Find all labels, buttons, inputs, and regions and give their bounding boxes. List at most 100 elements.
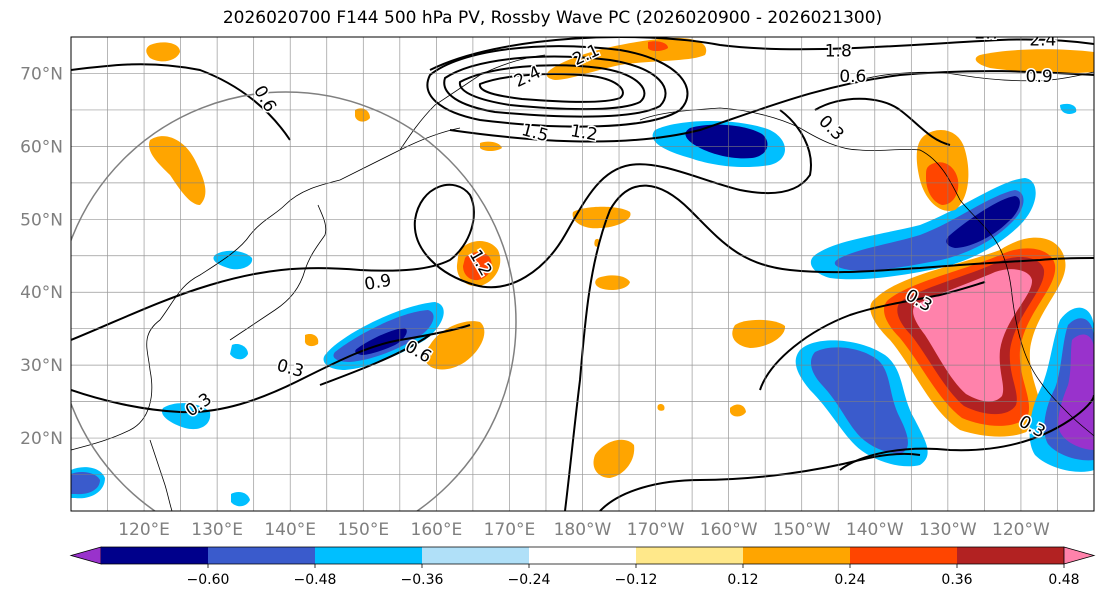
lon-tick-label: 150°W xyxy=(773,520,831,540)
colorbar-segment xyxy=(529,547,637,564)
pv-contour-pacific xyxy=(599,452,921,511)
positive-anomaly-north-pacific-1 xyxy=(572,206,631,229)
lon-tick-label: 180°W xyxy=(554,520,612,540)
positive-anomaly-kuril-red xyxy=(463,252,492,281)
positive-anomaly-alaska-panhandle-red xyxy=(926,162,959,205)
pv-contour-west xyxy=(71,63,291,141)
pv-contour-east xyxy=(759,281,986,391)
chart-title: 2026020700 F144 500 hPa PV, Rossby Wave … xyxy=(222,8,883,28)
contour-label: 0.6 xyxy=(839,67,866,87)
colorbar-tick-label: −0.60 xyxy=(187,572,230,588)
lon-tick-label: 140°E xyxy=(264,520,316,540)
lat-tick-label: 70°N xyxy=(20,64,63,84)
negative-anomaly-south-china-inner xyxy=(71,472,100,495)
colorbar-segment xyxy=(422,547,530,564)
lon-tick-label: 160°E xyxy=(411,520,463,540)
negative-anomaly-small-2 xyxy=(231,492,250,507)
colorbar-tick-label: −0.48 xyxy=(294,572,337,588)
contour-label: 0.9 xyxy=(1026,67,1053,87)
colorbar-tick-label: 0.24 xyxy=(834,572,865,588)
positive-anomaly-small-3 xyxy=(304,334,319,347)
lat-tick-label: 40°N xyxy=(20,283,63,303)
pv-contour-ridge xyxy=(564,184,1094,511)
negative-anomaly-central-pacific-inner xyxy=(810,347,908,454)
positive-anomaly-small-2 xyxy=(355,108,370,122)
negative-anomaly-small-1 xyxy=(230,344,248,360)
pv-contour-jet-1 xyxy=(429,37,1094,71)
contour-label: 2.7 xyxy=(975,23,1002,43)
pv-contour-sw xyxy=(839,394,1094,471)
colorbar-segment xyxy=(957,547,1065,564)
positive-anomaly-small-5 xyxy=(657,403,665,411)
colorbar-segment xyxy=(101,547,209,564)
lat-tick-label: 60°N xyxy=(20,137,63,157)
colorbar-segment xyxy=(315,547,423,564)
coastline-japan xyxy=(229,204,327,341)
coastline-arctic xyxy=(859,71,1094,82)
colorbar-tick-label: −0.24 xyxy=(508,572,551,588)
lon-tick-label: 120°E xyxy=(118,520,170,540)
coastline-asia-mainland xyxy=(71,127,461,451)
positive-anomaly-arctic-3 xyxy=(146,42,180,62)
coastline-alaska xyxy=(639,107,961,201)
pv-contour-south xyxy=(71,324,471,414)
map-frame xyxy=(70,36,1095,512)
positive-anomaly-arctic-2 xyxy=(975,49,1094,74)
positive-anomaly-north-pacific-3 xyxy=(732,319,786,348)
pv-contour-long-wave xyxy=(71,109,812,341)
pv-contour-trough-3 xyxy=(458,64,646,111)
lon-tick-label: 120°W xyxy=(992,520,1050,540)
colorbar-tick-label: 0.12 xyxy=(727,572,758,588)
colorbar-tick-label: 0.48 xyxy=(1048,572,1079,588)
lon-tick-label: 140°W xyxy=(846,520,904,540)
colorbar-outline xyxy=(101,546,1064,565)
colorbar-segment xyxy=(208,547,316,564)
colorbar-tick-label: −0.36 xyxy=(401,572,444,588)
radius-circle xyxy=(71,91,517,511)
gridlines xyxy=(71,37,1094,511)
pv-contours xyxy=(71,37,1094,511)
colorbar-segment xyxy=(850,547,958,564)
lon-tick-label: 160°W xyxy=(700,520,758,540)
colorbar-tick-label: −0.12 xyxy=(615,572,658,588)
longitude-labels: 120°E 130°E 140°E 150°E 160°E 170°E 180°W 170°W… xyxy=(118,520,1050,540)
negative-anomaly-small-3 xyxy=(1060,103,1077,114)
negative-anomaly-gulf-alaska-core xyxy=(946,196,1020,248)
lat-tick-label: 20°N xyxy=(20,429,63,449)
positive-anomaly-east-japan xyxy=(425,321,485,370)
colorbar-tick-label: 0.36 xyxy=(941,572,972,588)
pv-contour-jet-2 xyxy=(449,70,1094,143)
contour-label: 2.4 xyxy=(1029,31,1056,51)
positive-anomaly-hawaii-north xyxy=(593,439,635,478)
negative-anomaly-sea-of-japan xyxy=(213,250,253,270)
lon-tick-label: 150°E xyxy=(337,520,389,540)
coastline-kamchatka xyxy=(399,54,546,151)
colorbar: −0.60 −0.48 −0.36 −0.24 −0.12 0.12 0.24 0.36 0.4… xyxy=(69,546,1096,588)
negative-anomaly-okinawa xyxy=(161,403,211,430)
colorbar-extend-high xyxy=(1063,546,1096,565)
coastlines xyxy=(71,54,1094,511)
pv-contour-cutoff xyxy=(319,334,431,386)
lon-tick-label: 170°E xyxy=(484,520,536,540)
positive-anomaly-siberia xyxy=(149,136,206,205)
negative-anomaly-bering-core xyxy=(685,124,768,159)
coastline-north-america xyxy=(959,199,1094,437)
positive-anomaly-small-1 xyxy=(730,404,746,417)
colorbar-segment xyxy=(743,547,851,564)
colorbar-segment xyxy=(636,547,744,564)
lon-tick-label: 170°W xyxy=(627,520,685,540)
latitude-labels: 20°N 30°N 40°N 50°N 60°N 70°N xyxy=(20,64,63,449)
positive-anomaly-east-pacific-pink xyxy=(913,269,1033,402)
negative-anomaly-gulf-alaska-inner xyxy=(834,190,1024,271)
lon-tick-label: 130°E xyxy=(191,520,243,540)
lat-tick-label: 30°N xyxy=(20,356,63,376)
lat-tick-label: 50°N xyxy=(20,210,63,230)
positive-anomaly-arctic-red xyxy=(648,41,668,51)
positive-anomaly-north-pacific-2 xyxy=(595,275,630,290)
colorbar-extend-low xyxy=(69,546,102,565)
contour-label: 1.8 xyxy=(825,42,852,62)
pv-anomaly-shading xyxy=(71,37,1094,507)
lon-tick-label: 130°W xyxy=(919,520,977,540)
coastline-philippines xyxy=(149,439,173,511)
